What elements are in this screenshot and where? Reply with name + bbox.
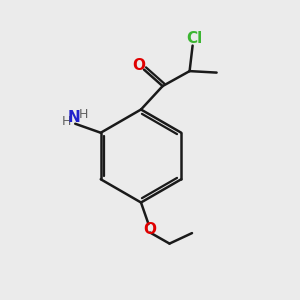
Text: Cl: Cl (186, 32, 202, 46)
Text: H: H (61, 115, 71, 128)
Text: O: O (132, 58, 145, 74)
Text: O: O (143, 222, 157, 237)
Text: H: H (79, 108, 88, 121)
Text: N: N (68, 110, 80, 125)
